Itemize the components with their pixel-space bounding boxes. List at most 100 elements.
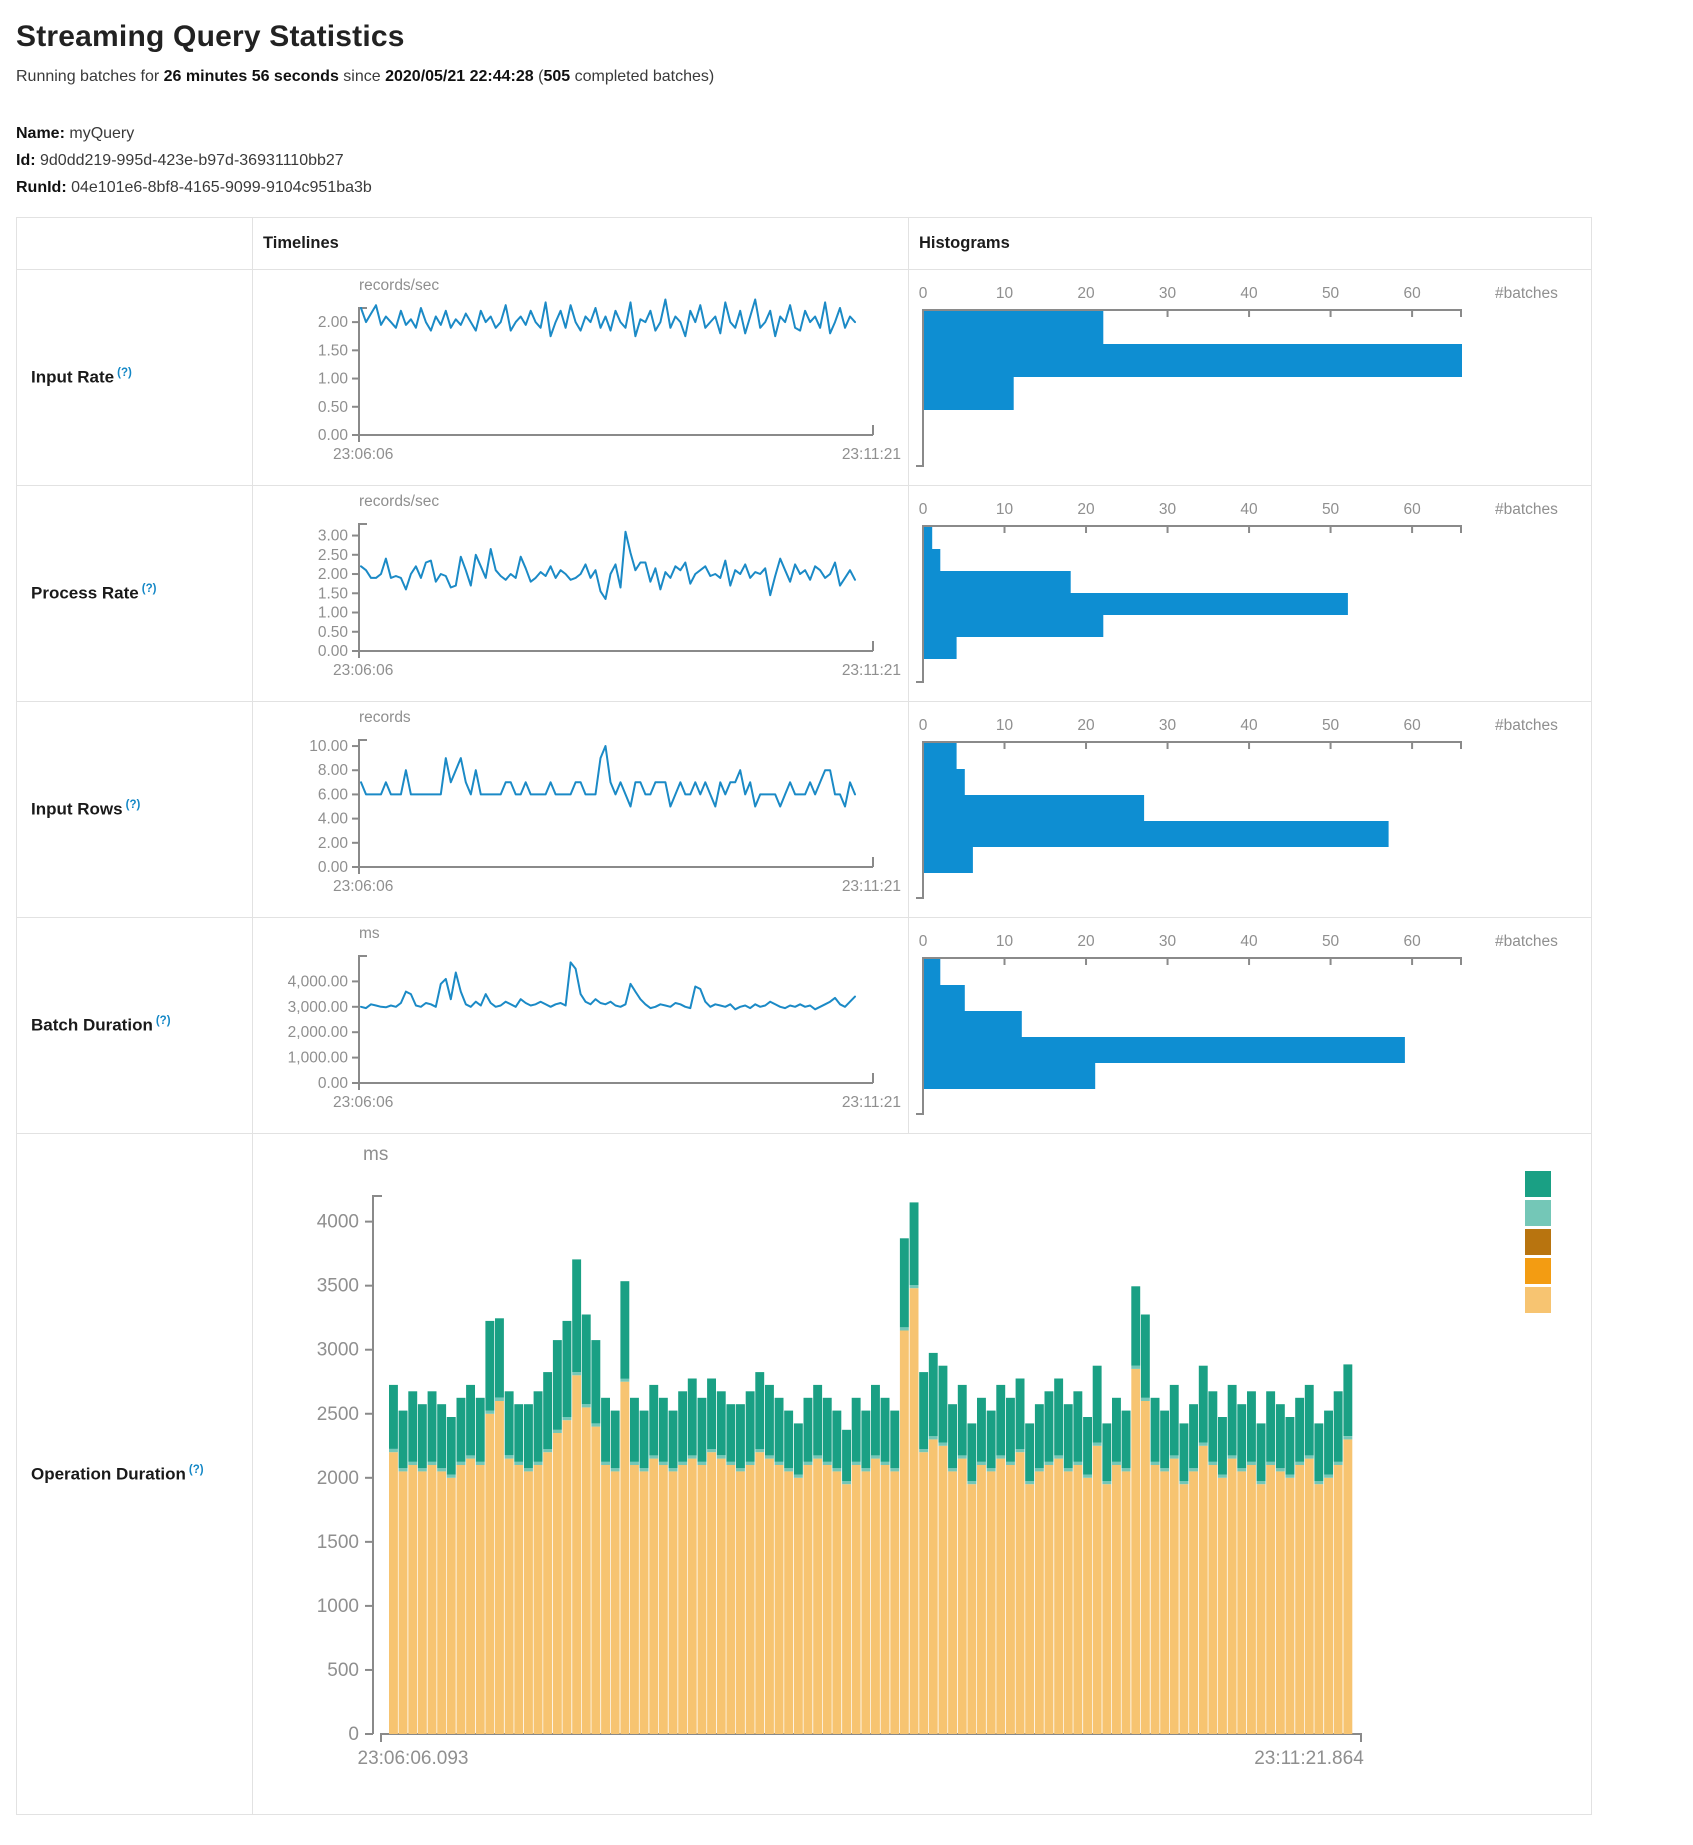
query-runid-value: 04e101e6-8bf8-4165-9099-9104c951ba3b xyxy=(71,179,372,196)
operation-duration-stacked-chart: ms 0 500 1000 1500 2000 2500 3000 3500 4000 23:06:… xyxy=(317,1144,1551,1769)
query-id-value: 9d0dd219-995d-423e-b97d-36931110bb27 xyxy=(40,152,344,169)
batch-duration-label: Batch Duration xyxy=(31,1015,153,1035)
svg-text:3,000.00: 3,000.00 xyxy=(288,999,349,1016)
operation-duration-help-icon[interactable]: (?) xyxy=(188,1463,204,1476)
svg-text:30: 30 xyxy=(1159,717,1177,734)
svg-text:2.00: 2.00 xyxy=(318,835,349,852)
input-rows-row: Input Rows (?) records 0.00 2.00 4.00 6.00 8.0… xyxy=(16,701,1592,918)
svg-text:60: 60 xyxy=(1403,285,1421,302)
svg-text:4,000.00: 4,000.00 xyxy=(288,973,349,990)
input-rate-histogram-cell: 0 10 20 30 40 50 60 #batches xyxy=(908,269,1592,486)
summary-paren: ( xyxy=(533,68,544,85)
legend-swatch xyxy=(1525,1200,1551,1226)
svg-text:0.00: 0.00 xyxy=(318,859,349,876)
input-rate-label-cell: Input Rate (?) xyxy=(16,269,253,486)
svg-text:20: 20 xyxy=(1077,933,1095,950)
svg-text:23:11:21: 23:11:21 xyxy=(842,878,901,895)
page-title: Streaming Query Statistics xyxy=(16,20,405,53)
batch-duration-histogram-chart: 0 10 20 30 40 50 60 #batches xyxy=(916,933,1558,1115)
svg-text:0.00: 0.00 xyxy=(318,1075,349,1092)
batch-duration-label-cell: Batch Duration (?) xyxy=(16,917,253,1134)
svg-text:40: 40 xyxy=(1240,717,1258,734)
svg-text:2.00: 2.00 xyxy=(318,314,349,331)
svg-text:30: 30 xyxy=(1159,933,1177,950)
svg-text:0: 0 xyxy=(919,717,928,734)
svg-text:ms: ms xyxy=(363,1144,388,1165)
svg-text:10: 10 xyxy=(996,501,1014,518)
query-runid-label: RunId: xyxy=(16,179,67,196)
svg-text:1.50: 1.50 xyxy=(318,585,349,602)
input-rows-label: Input Rows xyxy=(31,799,123,819)
operation-duration-label-cell: Operation Duration (?) xyxy=(16,1133,253,1815)
svg-text:40: 40 xyxy=(1240,501,1258,518)
batch-duration-timeline-chart: ms 0.00 1,000.00 2,000.00 3,000.00 4,000.00 23… xyxy=(288,925,901,1111)
running-batches-summary: Running batches for 26 minutes 56 second… xyxy=(16,68,1677,86)
svg-text:1.50: 1.50 xyxy=(318,342,349,359)
svg-text:4.00: 4.00 xyxy=(318,811,349,828)
svg-text:50: 50 xyxy=(1322,501,1340,518)
svg-text:#batches: #batches xyxy=(1495,933,1558,950)
svg-text:3.00: 3.00 xyxy=(318,528,349,545)
svg-text:records: records xyxy=(359,709,411,726)
svg-text:10: 10 xyxy=(996,717,1014,734)
svg-text:500: 500 xyxy=(327,1660,359,1681)
svg-text:0.00: 0.00 xyxy=(318,427,349,444)
svg-text:records/sec: records/sec xyxy=(359,493,439,510)
process-rate-help-icon[interactable]: (?) xyxy=(141,583,157,596)
svg-text:20: 20 xyxy=(1077,285,1095,302)
input-rate-timeline-cell: records/sec 0.00 0.50 1.00 1.50 2.00 23:06:06 2… xyxy=(252,269,909,486)
svg-text:23:11:21: 23:11:21 xyxy=(842,446,901,463)
summary-batch-count: 505 xyxy=(543,68,571,85)
process-rate-timeline-cell: records/sec 0.00 0.50 1.00 1.50 2.00 2.50 3.00 2… xyxy=(252,485,909,702)
svg-text:23:06:06: 23:06:06 xyxy=(333,662,393,679)
svg-text:8.00: 8.00 xyxy=(318,762,349,779)
input-rate-timeline-chart: records/sec 0.00 0.50 1.00 1.50 2.00 23:06:06 2… xyxy=(318,277,901,463)
query-name-label: Name: xyxy=(16,125,65,142)
svg-text:2.50: 2.50 xyxy=(318,547,349,564)
statistics-table: Timelines Histograms Input Rate (?) recor… xyxy=(16,217,1592,1815)
svg-text:0: 0 xyxy=(348,1724,359,1745)
operation-duration-row: Operation Duration (?) ms 0 500 1000 1500 2000… xyxy=(16,1133,1592,1815)
svg-text:10: 10 xyxy=(996,285,1014,302)
svg-text:23:06:06: 23:06:06 xyxy=(333,878,393,895)
process-rate-label: Process Rate xyxy=(31,583,139,603)
svg-text:3500: 3500 xyxy=(317,1276,359,1297)
legend-swatch xyxy=(1525,1287,1551,1313)
summary-duration: 26 minutes 56 seconds xyxy=(163,68,339,85)
svg-text:6.00: 6.00 xyxy=(318,786,349,803)
input-rows-histogram-chart: 0 10 20 30 40 50 60 #batches xyxy=(916,717,1558,899)
svg-text:20: 20 xyxy=(1077,501,1095,518)
svg-text:23:06:06.093: 23:06:06.093 xyxy=(358,1748,469,1769)
svg-text:23:11:21: 23:11:21 xyxy=(842,662,901,679)
svg-text:60: 60 xyxy=(1403,501,1421,518)
timelines-column-header: Timelines xyxy=(252,217,909,270)
operation-duration-chart-cell: ms 0 500 1000 1500 2000 2500 3000 3500 4000 23:06:… xyxy=(252,1133,1592,1815)
input-rate-help-icon[interactable]: (?) xyxy=(117,367,132,380)
batch-duration-timeline-cell: ms 0.00 1,000.00 2,000.00 3,000.00 4,000.00 23… xyxy=(252,917,909,1134)
svg-text:#batches: #batches xyxy=(1495,717,1558,734)
svg-text:50: 50 xyxy=(1322,717,1340,734)
input-rows-label-cell: Input Rows (?) xyxy=(16,701,253,918)
svg-text:23:11:21: 23:11:21 xyxy=(842,1094,901,1111)
svg-text:20: 20 xyxy=(1077,717,1095,734)
input-rows-timeline-cell: records 0.00 2.00 4.00 6.00 8.00 10.00 23:06:06… xyxy=(252,701,909,918)
process-rate-timeline-chart: records/sec 0.00 0.50 1.00 1.50 2.00 2.50 3.00 2… xyxy=(318,493,901,679)
query-name-value: myQuery xyxy=(69,125,135,142)
svg-text:50: 50 xyxy=(1322,285,1340,302)
svg-text:2000: 2000 xyxy=(317,1468,359,1489)
input-rows-help-icon[interactable]: (?) xyxy=(125,799,141,812)
input-rate-histogram-chart: 0 10 20 30 40 50 60 #batches xyxy=(916,285,1558,467)
process-rate-label-cell: Process Rate (?) xyxy=(16,485,253,702)
summary-since-timestamp: 2020/05/21 22:44:28 xyxy=(385,68,534,85)
svg-text:1.00: 1.00 xyxy=(318,605,349,622)
legend-swatch xyxy=(1525,1258,1551,1284)
summary-prefix: Running batches for xyxy=(16,68,164,85)
svg-text:10.00: 10.00 xyxy=(309,738,348,755)
svg-text:2500: 2500 xyxy=(317,1404,359,1425)
empty-header-cell xyxy=(16,217,253,270)
svg-text:#batches: #batches xyxy=(1495,285,1558,302)
svg-text:10: 10 xyxy=(996,933,1014,950)
batch-duration-help-icon[interactable]: (?) xyxy=(155,1015,171,1028)
legend-swatch xyxy=(1525,1171,1551,1197)
